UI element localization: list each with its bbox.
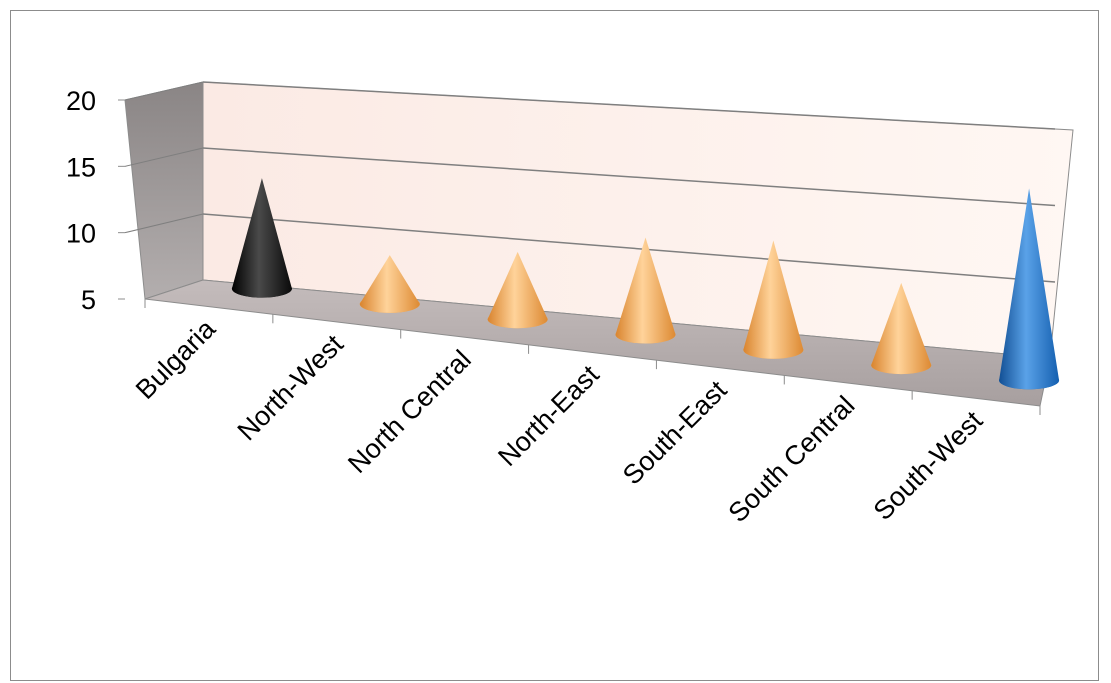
cone-north-west (359, 255, 420, 313)
gridline (202, 213, 1056, 283)
cone-body (743, 240, 804, 359)
gridline (124, 147, 204, 167)
cone-south-east (743, 240, 804, 359)
x-tick-label: North-West (232, 329, 350, 447)
y-tick-label: 5 (81, 285, 96, 315)
cone-body (359, 255, 420, 313)
gridline (202, 147, 1056, 207)
y-tick-label: 20 (66, 86, 96, 116)
cone-north-east (615, 237, 676, 344)
cone-body (999, 188, 1060, 390)
cone-south-west (999, 188, 1060, 390)
cone-body (487, 251, 548, 329)
y-tick-label: 10 (66, 219, 96, 249)
cone-body (231, 178, 292, 298)
axis-ticks (118, 99, 1041, 415)
x-tick-label: South-West (868, 405, 989, 526)
gridline (202, 81, 1056, 130)
cone-north-central (487, 251, 548, 329)
x-tick-label: South Central (722, 390, 860, 528)
side-wall (124, 81, 204, 300)
x-tick-label: North-East (492, 359, 605, 472)
cone-body (615, 237, 676, 344)
y-axis-labels: 5 10 15 20 (66, 86, 96, 315)
y-tick-label: 15 (66, 152, 96, 182)
gridlines (124, 81, 1056, 283)
x-tick-label: North Central (342, 344, 477, 479)
x-tick-label: South-East (617, 374, 733, 490)
gridline (124, 213, 204, 234)
cone-south-central (871, 282, 932, 375)
cone-bulgaria (231, 178, 292, 298)
x-tick-label: Bulgaria (130, 313, 222, 405)
cone-body (871, 282, 932, 375)
cones (231, 178, 1060, 390)
gridline (124, 81, 204, 101)
